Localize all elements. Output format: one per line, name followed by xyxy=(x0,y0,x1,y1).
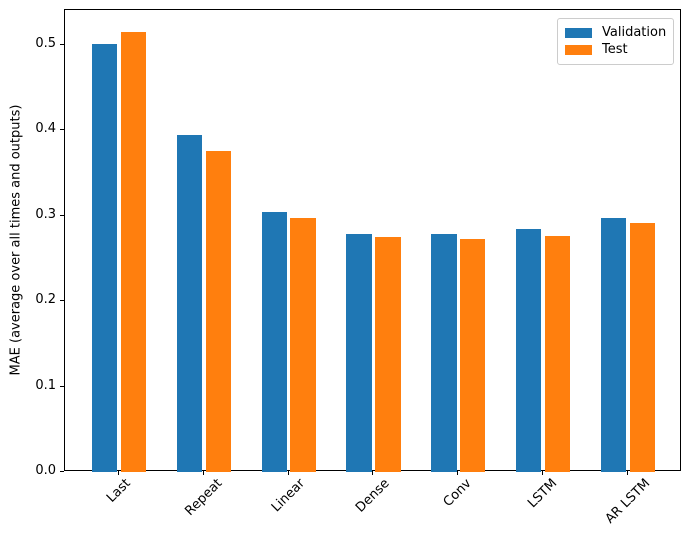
bar-validation-lstm xyxy=(516,228,542,472)
bar-validation-conv xyxy=(431,233,457,472)
x-tick-label-text: Last xyxy=(103,476,134,506)
x-tick-label-text: Linear xyxy=(268,476,308,516)
y-tick-mark xyxy=(60,214,64,216)
legend-item-test: Test xyxy=(565,42,665,58)
x-tick-mark xyxy=(287,471,289,475)
x-tick-mark xyxy=(457,471,459,475)
x-tick-label-text: Dense xyxy=(353,476,393,516)
y-tick-mark xyxy=(60,129,64,131)
y-tick-label: 0.0 xyxy=(35,463,56,478)
bars-layer xyxy=(65,10,680,472)
bar-test-dense xyxy=(375,237,401,472)
bar-test-conv xyxy=(460,238,486,472)
bar-validation-dense xyxy=(346,233,372,472)
x-tick-mark xyxy=(626,471,628,475)
y-tick-label: 0.1 xyxy=(35,377,56,393)
legend-label-test: Test xyxy=(602,42,628,57)
bar-test-repeat xyxy=(205,150,231,472)
y-tick-mark xyxy=(60,300,64,302)
bar-validation-ar-lstm xyxy=(600,217,627,472)
bar-test-lstm xyxy=(544,236,571,472)
y-tick-label: 0.4 xyxy=(35,121,56,137)
x-tick-label-text: Repeat xyxy=(182,476,226,519)
bar-test-linear xyxy=(290,217,316,472)
x-tick-label-text: Conv xyxy=(441,476,475,510)
x-tick-mark xyxy=(202,471,204,475)
y-axis-label: MAE (average over all times and outputs) xyxy=(8,104,24,376)
y-tick-mark xyxy=(60,385,64,387)
y-tick-label: 0.2 xyxy=(35,292,56,308)
x-tick-mark xyxy=(542,471,544,475)
bar-validation-repeat xyxy=(176,134,203,472)
y-tick-mark xyxy=(60,44,64,45)
y-tick-label: 0.3 xyxy=(35,206,56,222)
bar-test-last xyxy=(120,32,147,472)
legend-swatch-validation xyxy=(565,28,592,38)
plot-area: Validation Test xyxy=(64,9,681,472)
legend-item-validation: Validation xyxy=(565,25,667,41)
x-tick-mark xyxy=(118,471,119,475)
bar-validation-last xyxy=(91,44,118,472)
bar-test-ar-lstm xyxy=(629,223,656,472)
x-tick-label-text: AR LSTM xyxy=(602,476,654,527)
legend-swatch-test xyxy=(565,45,592,55)
bar-validation-linear xyxy=(261,211,287,472)
x-tick-mark xyxy=(372,471,374,475)
x-tick-label-text: LSTM xyxy=(525,476,561,512)
legend: Validation Test xyxy=(557,18,674,65)
legend-label-validation: Validation xyxy=(602,25,667,40)
y-tick-label: 0.5 xyxy=(35,36,56,51)
y-tick-mark xyxy=(60,471,64,472)
